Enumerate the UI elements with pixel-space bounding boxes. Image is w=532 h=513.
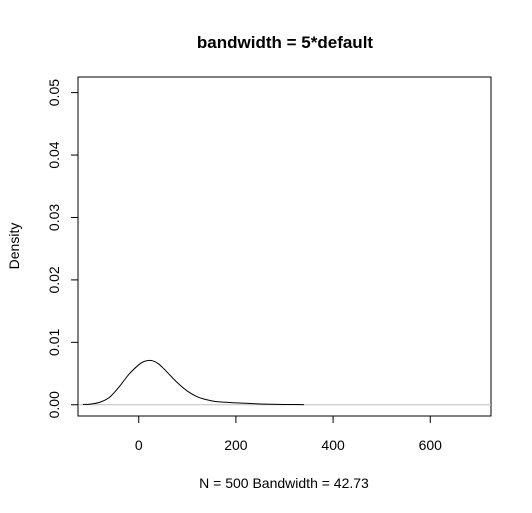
y-tick-label: 0.00: [46, 391, 62, 418]
x-axis-label: N = 500 Bandwidth = 42.73: [199, 475, 369, 491]
chart-title: bandwidth = 5*default: [197, 33, 373, 52]
y-axis-label: Density: [6, 223, 22, 270]
x-tick-label: 0: [135, 437, 143, 453]
x-tick-label: 400: [321, 437, 345, 453]
y-tick-label: 0.03: [46, 204, 62, 231]
y-tick-label: 0.02: [46, 266, 62, 293]
x-axis: 0 200 400 600: [135, 415, 443, 453]
x-tick-label: 600: [419, 437, 443, 453]
y-tick-label: 0.04: [46, 141, 62, 168]
y-tick-label: 0.05: [46, 79, 62, 106]
plot-frame: [77, 76, 492, 417]
density-curve: [82, 359, 304, 406]
y-axis: 0.00 0.01 0.02 0.03 0.04 0.05: [46, 79, 79, 418]
x-tick-label: 200: [224, 437, 248, 453]
y-tick-label: 0.01: [46, 328, 62, 355]
